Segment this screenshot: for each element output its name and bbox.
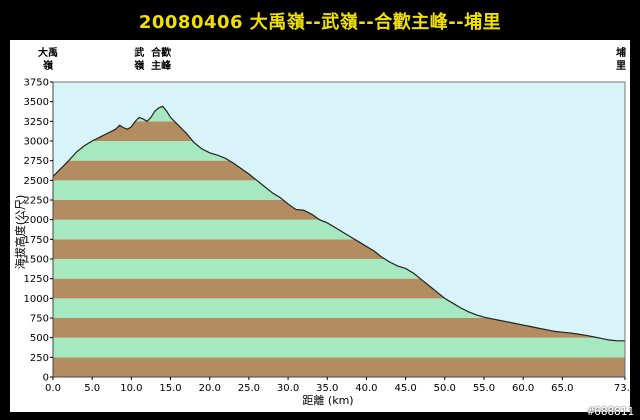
y-tick-label: 1750: [24, 235, 49, 246]
x-tick-label: 55.0: [473, 383, 495, 394]
plot-border: [52, 81, 626, 378]
elevation-band: [53, 357, 625, 377]
y-tick-label: 3000: [24, 137, 49, 148]
y-tick-label: 3500: [24, 97, 49, 108]
chart-title: 20080406 大禹嶺--武嶺--合歡主峰--埔里: [138, 12, 502, 33]
y-tick-label: 0: [43, 373, 49, 384]
y-tick-label: 1250: [24, 274, 49, 285]
profile-line-layer: [52, 105, 625, 342]
watermark: #688811: [587, 405, 634, 418]
elevation-band: [53, 318, 625, 338]
y-tick-label: 250: [30, 353, 49, 364]
y-tick-label: 2250: [24, 196, 49, 207]
x-tick-label: 0.0: [45, 383, 61, 394]
x-tick-label: 5.0: [84, 383, 100, 394]
y-axis-label: 海拔高度(公尺): [13, 195, 27, 270]
chart-panel: 0 250 500 750 1000 1250 1500 1750 2000 2250 2500 27…: [10, 40, 636, 412]
y-tick-label: 500: [30, 333, 49, 344]
y-tick-label: 750: [30, 314, 49, 325]
waypoint-label: 埔里: [616, 46, 626, 72]
waypoint-label: 大禹嶺: [38, 46, 58, 72]
x-tick-label: 20.0: [199, 383, 221, 394]
x-tick-label: 73.0: [614, 383, 630, 394]
x-tick-label: 60.0: [512, 383, 534, 394]
elevation-profile-line: [52, 105, 625, 342]
elevation-band: [53, 337, 625, 358]
y-tick-label: 2750: [24, 156, 49, 167]
x-tick-label: 25.0: [238, 383, 260, 394]
y-tick-label: 2500: [24, 176, 49, 187]
y-tick-label: 3250: [24, 117, 49, 128]
x-tick-label: 40.0: [355, 383, 377, 394]
y-tick-label: 1000: [24, 294, 49, 305]
x-tick-label: 50.0: [434, 383, 456, 394]
elevation-profile-chart: 0 250 500 750 1000 1250 1500 1750 2000 2250 2500 27…: [13, 46, 636, 407]
x-tick-label: 15.0: [159, 383, 181, 394]
y-tick-labels: 0 250 500 750 1000 1250 1500 1750 2000 2250 2500 27…: [24, 78, 53, 384]
x-axis-label: 距離 (km): [302, 393, 353, 407]
x-tick-label: 30.0: [277, 383, 299, 394]
x-tick-labels: 0.0 5.0 10.0 15.0 20.0 25.0 30.0 35.0 40.0 45.0 50…: [45, 377, 636, 394]
x-tick-label: 10.0: [120, 383, 142, 394]
y-tick-label: 2000: [24, 215, 49, 226]
waypoint-label: 武嶺: [133, 46, 145, 72]
axes: [52, 81, 626, 378]
waypoint-label: 合歡主峰: [150, 46, 172, 72]
y-tick-label: 1500: [24, 255, 49, 266]
x-tick-label: 45.0: [394, 383, 416, 394]
x-tick-label: 35.0: [316, 383, 338, 394]
y-tick-label: 3750: [24, 78, 49, 89]
x-tick-label: 65.0: [551, 383, 573, 394]
